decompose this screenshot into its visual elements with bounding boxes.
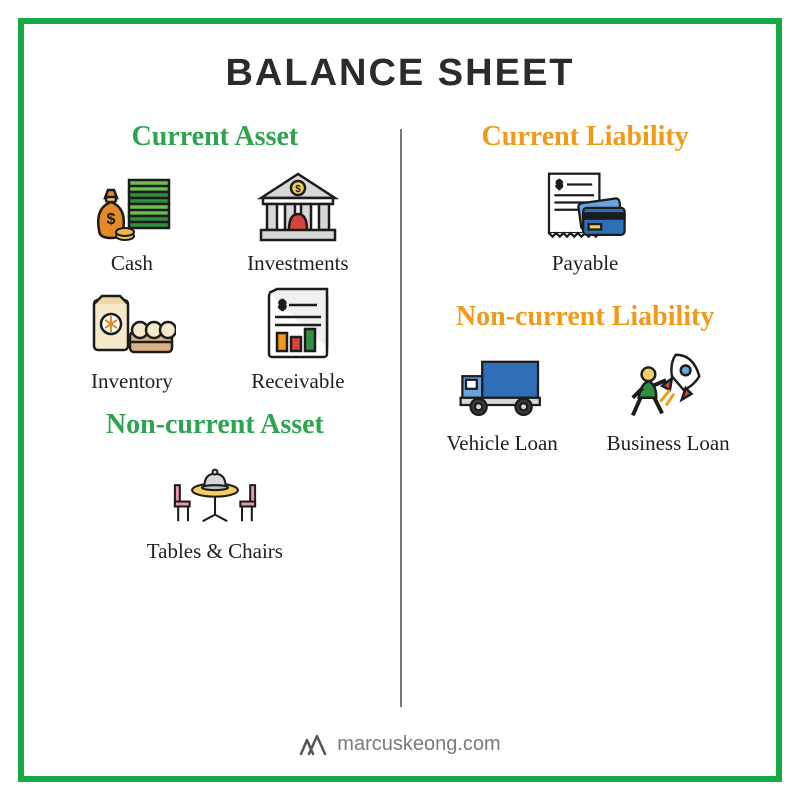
columns-wrapper: Current Asset [44, 115, 756, 727]
current-asset-heading: Current Asset [132, 121, 299, 153]
business-loan-label: Business Loan [607, 431, 730, 455]
item-business-loan: Business Loan [598, 347, 738, 455]
item-investments: $ Investments [228, 167, 368, 275]
cash-label: Cash [111, 251, 153, 275]
payable-label: Payable [552, 251, 618, 275]
vehicle-loan-label: Vehicle Loan [446, 431, 557, 455]
inventory-icon [87, 285, 177, 365]
svg-text:$: $ [106, 211, 115, 228]
footer: marcuskeong.com [299, 727, 500, 768]
inventory-label: Inventory [91, 369, 173, 393]
noncurrent-liability-grid: Vehicle Loan [432, 347, 738, 455]
item-payable: $ [495, 167, 675, 275]
current-liability-grid: $ [495, 167, 675, 275]
receivable-label: Receivable [251, 369, 344, 393]
assets-column: Current Asset [44, 115, 386, 727]
payable-icon: $ [540, 167, 630, 247]
truck-icon [457, 347, 547, 427]
receivable-icon: $ [253, 285, 343, 365]
main-title: BALANCE SHEET [225, 52, 574, 95]
noncurrent-asset-heading: Non-current Asset [106, 409, 324, 441]
infographic-frame: BALANCE SHEET Current Asset [18, 18, 782, 782]
liabilities-column: Current Liability $ [414, 115, 756, 727]
current-liability-heading: Current Liability [482, 121, 689, 153]
item-cash: $ Cash [62, 167, 202, 275]
item-tables-chairs: Tables & Chairs [125, 455, 305, 563]
noncurrent-liability-heading: Non-current Liability [456, 301, 714, 333]
footer-text: marcuskeong.com [337, 733, 500, 756]
center-divider [400, 129, 402, 707]
noncurrent-asset-grid: Tables & Chairs [125, 455, 305, 563]
bank-icon: $ [253, 167, 343, 247]
item-inventory: Inventory [62, 285, 202, 393]
footer-logo-icon [299, 734, 327, 756]
rocket-person-icon [623, 347, 713, 427]
cash-icon: $ [87, 167, 177, 247]
item-vehicle-loan: Vehicle Loan [432, 347, 572, 455]
svg-text:$: $ [556, 179, 562, 191]
current-asset-grid: $ Cash [44, 167, 386, 393]
svg-text:$: $ [295, 184, 301, 195]
investments-label: Investments [247, 251, 348, 275]
item-receivable: $ Receivable [228, 285, 368, 393]
svg-text:$: $ [279, 298, 286, 312]
tables-chairs-label: Tables & Chairs [147, 539, 283, 563]
table-chairs-icon [170, 455, 260, 535]
